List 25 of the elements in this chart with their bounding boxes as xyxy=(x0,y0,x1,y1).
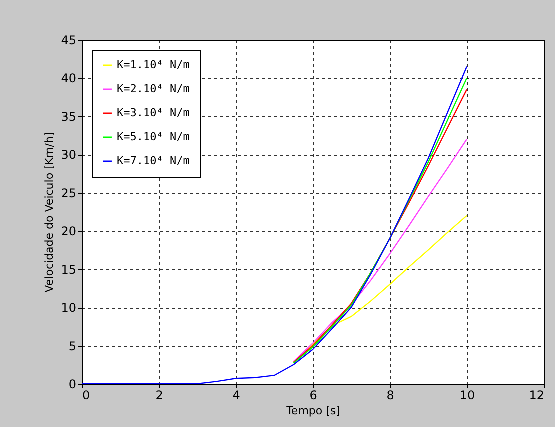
line-series xyxy=(293,138,468,362)
y-tick-label: 15 xyxy=(61,262,76,277)
y-tick-label: 40 xyxy=(61,72,76,86)
x-axis-title: Tempo [s] xyxy=(286,404,340,418)
x-tick-label: 6 xyxy=(310,388,318,402)
y-tick-label: 20 xyxy=(61,224,76,239)
y-tick-label: 10 xyxy=(61,301,76,316)
legend-label: K=5.10⁴ N/m xyxy=(117,130,190,144)
x-tick-label: 0 xyxy=(82,388,90,402)
x-tick-label: 8 xyxy=(386,388,394,402)
y-tick-label: 35 xyxy=(61,110,76,124)
y-tick-label: 25 xyxy=(61,186,76,200)
x-tick-label: 10 xyxy=(460,388,476,402)
x-tick-label: 12 xyxy=(529,388,544,402)
x-tick-label: 4 xyxy=(232,388,240,402)
legend-label: K=3.10⁴ N/m xyxy=(117,106,190,120)
x-tick-label: 2 xyxy=(156,388,164,402)
y-tick-label: 45 xyxy=(61,34,76,48)
legend-label: K=7.10⁴ N/m xyxy=(117,154,190,168)
y-tick-label: 5 xyxy=(68,339,76,354)
legend-label: K=1.10⁴ N/m xyxy=(117,58,190,72)
legend-label: K=2.10⁴ N/m xyxy=(117,82,190,96)
y-axis-title: Velocidade do Veiculo [Km/h] xyxy=(43,132,56,293)
y-tick-label: 0 xyxy=(68,378,76,392)
y-tick-label: 30 xyxy=(61,148,76,162)
